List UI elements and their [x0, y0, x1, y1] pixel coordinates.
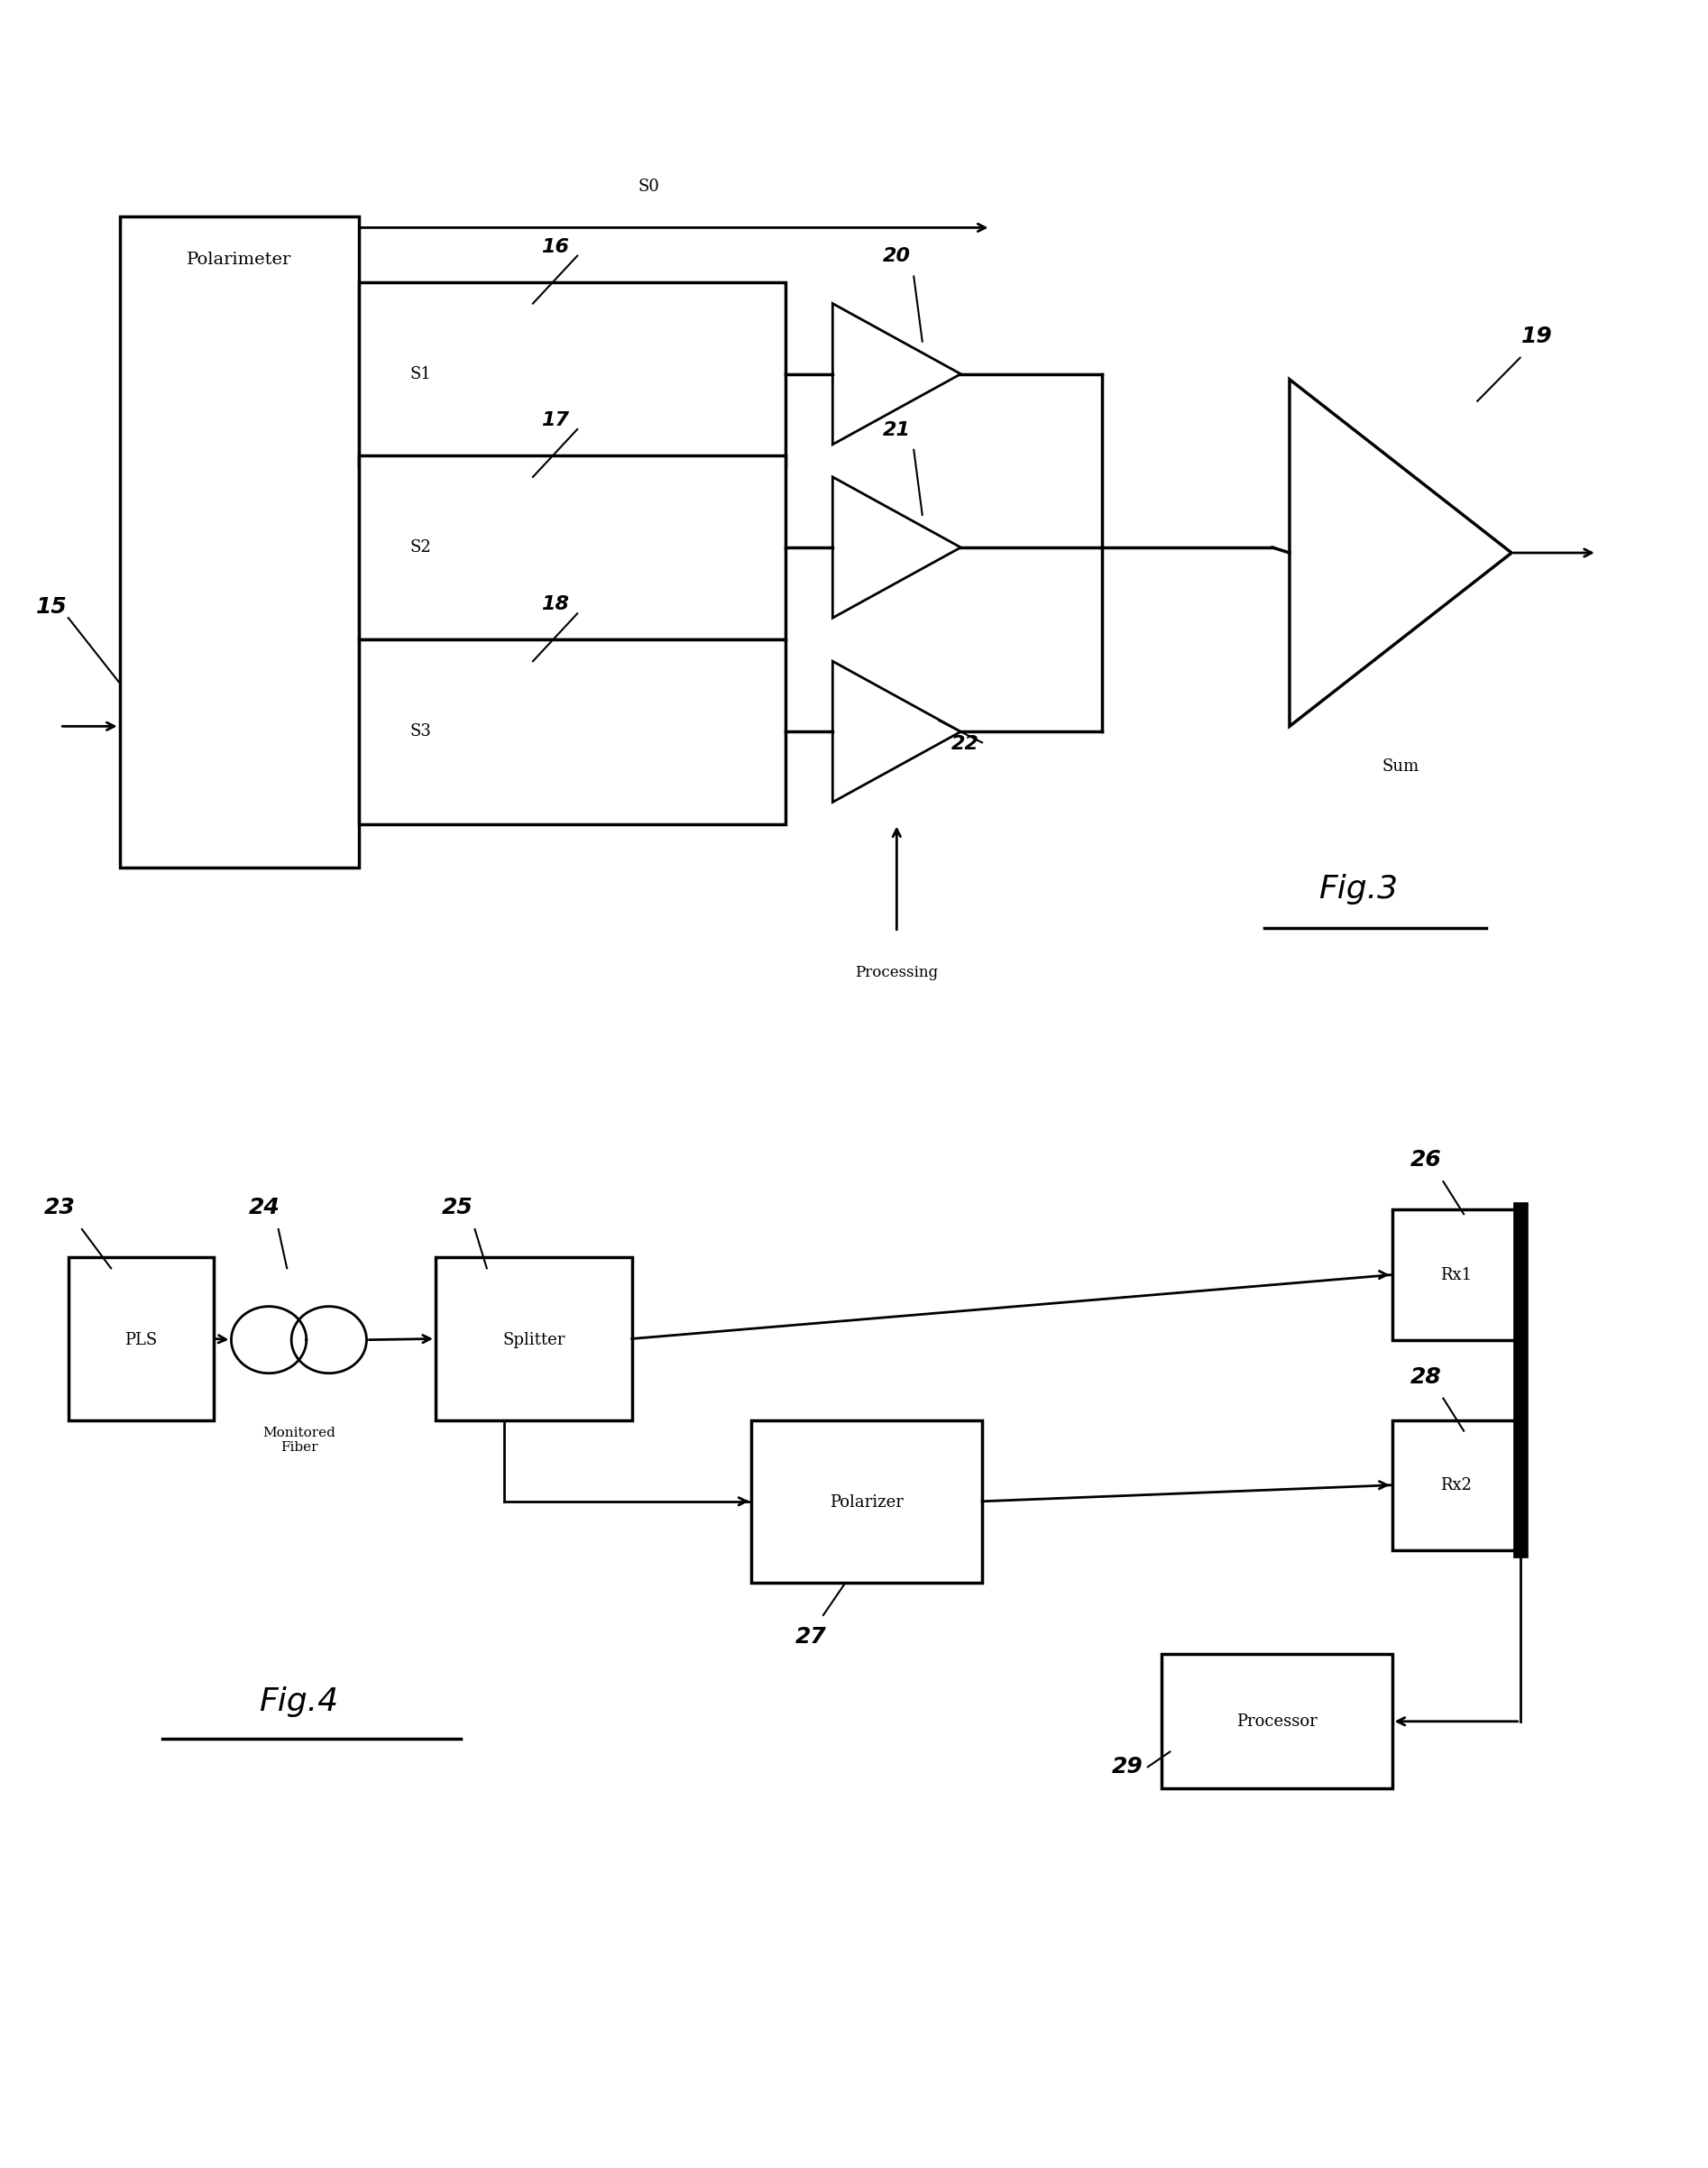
Polygon shape: [834, 661, 962, 802]
Text: 21: 21: [883, 421, 910, 438]
Bar: [359, 455, 786, 640]
Bar: [1392, 1210, 1520, 1340]
Bar: [359, 640, 786, 824]
Text: Polarimeter: Polarimeter: [186, 251, 292, 269]
Text: PLS: PLS: [125, 1331, 157, 1348]
Text: Monitored
Fiber: Monitored Fiber: [263, 1427, 335, 1455]
Text: Fig.4: Fig.4: [260, 1687, 338, 1717]
Text: Polarizer: Polarizer: [830, 1494, 904, 1511]
Text: 25: 25: [442, 1197, 473, 1218]
Bar: [359, 282, 786, 466]
Text: 24: 24: [249, 1197, 280, 1218]
Bar: [1161, 1654, 1392, 1789]
Polygon shape: [1290, 379, 1512, 726]
Bar: [68, 1257, 214, 1420]
Text: 23: 23: [44, 1197, 75, 1218]
Text: Processor: Processor: [1237, 1713, 1317, 1730]
Text: 18: 18: [541, 596, 569, 614]
Text: 19: 19: [1522, 325, 1553, 347]
Polygon shape: [834, 304, 962, 444]
Text: Fig.3: Fig.3: [1319, 874, 1397, 904]
Text: S0: S0: [639, 180, 659, 195]
Text: Processing: Processing: [856, 965, 938, 980]
Text: Splitter: Splitter: [502, 1331, 565, 1348]
Text: 17: 17: [541, 412, 569, 429]
Text: 26: 26: [1411, 1149, 1442, 1171]
Text: 16: 16: [541, 238, 569, 256]
Text: 22: 22: [951, 735, 979, 754]
Text: 27: 27: [796, 1626, 827, 1648]
Text: Sum: Sum: [1382, 759, 1419, 774]
Bar: [436, 1257, 632, 1420]
Polygon shape: [834, 477, 962, 618]
Bar: [752, 1420, 982, 1583]
Bar: [1392, 1420, 1520, 1550]
Text: Rx1: Rx1: [1440, 1266, 1472, 1283]
Text: 28: 28: [1411, 1366, 1442, 1388]
Text: S2: S2: [410, 540, 432, 555]
Text: S3: S3: [410, 724, 432, 739]
Text: 20: 20: [883, 247, 910, 264]
Text: S1: S1: [410, 366, 432, 382]
Text: 15: 15: [36, 596, 67, 618]
Text: Rx2: Rx2: [1440, 1476, 1472, 1494]
Text: 29: 29: [1112, 1756, 1143, 1778]
Bar: [120, 217, 359, 867]
